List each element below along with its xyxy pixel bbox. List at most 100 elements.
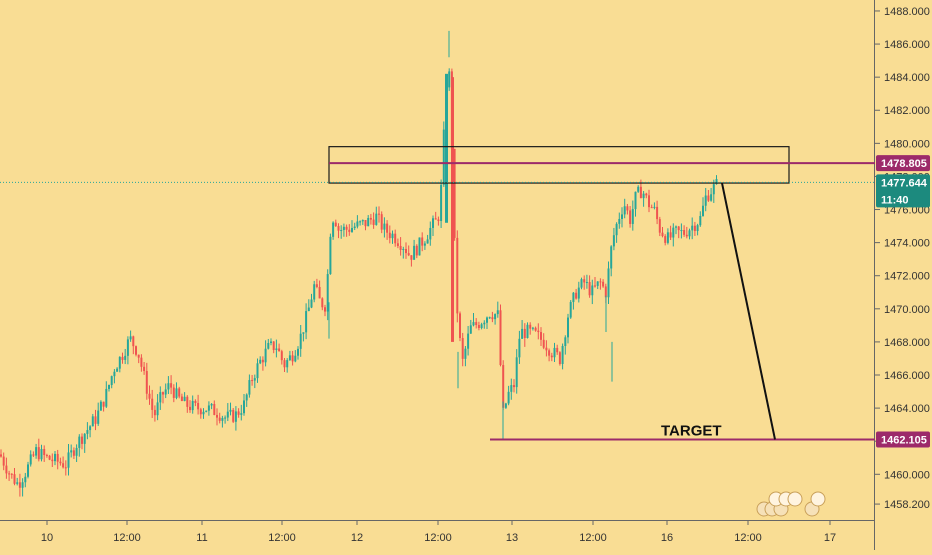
candle-body	[575, 292, 578, 299]
candle-body	[499, 310, 502, 366]
candle-body	[140, 357, 143, 367]
candle-body	[383, 223, 386, 230]
candle-body	[537, 330, 540, 333]
candle-body	[666, 232, 669, 243]
candle-body	[151, 398, 154, 410]
candle-body	[661, 232, 664, 237]
candle-body	[27, 464, 29, 477]
candle-body	[283, 360, 286, 368]
candle-body	[529, 324, 532, 329]
candle-body	[91, 416, 94, 427]
projection-trend-line[interactable]	[721, 182, 776, 440]
candle-body	[572, 292, 575, 303]
candle-body	[569, 302, 572, 318]
candle-body	[175, 388, 178, 398]
candle-body	[464, 348, 467, 359]
candle-body	[596, 281, 599, 286]
target-label: TARGET	[661, 422, 722, 439]
candle-body	[145, 371, 148, 394]
resistance-zone-box[interactable]	[328, 146, 790, 184]
candle-body	[607, 268, 610, 298]
candle-body	[369, 217, 372, 220]
candle-body	[623, 206, 626, 215]
candles-group	[0, 30, 718, 497]
candle-body	[78, 436, 81, 448]
candle-body	[715, 179, 718, 185]
candle-body	[118, 356, 121, 369]
candle-body	[143, 366, 146, 372]
time-tick-label: 12:00	[424, 532, 452, 544]
price-tick-label: 1464.000	[884, 403, 930, 415]
candle-body	[267, 342, 270, 349]
candle-body	[232, 409, 235, 422]
candle-body	[197, 402, 200, 410]
candle-body	[423, 243, 426, 246]
target-price-badge: 1462.105	[876, 431, 930, 448]
candle-body	[126, 339, 129, 356]
candle-body	[399, 245, 402, 250]
candle-body	[448, 71, 451, 88]
candle-body	[451, 77, 454, 342]
candle-body	[164, 389, 167, 395]
candle-body	[56, 453, 59, 462]
price-tick-label: 1466.000	[884, 370, 930, 382]
candle-body	[445, 73, 448, 223]
candle-body	[359, 221, 362, 223]
candle-body	[375, 213, 378, 225]
candle-body	[553, 347, 556, 358]
price-tick-label: 1482.000	[884, 105, 930, 117]
candle-body	[280, 351, 283, 361]
candle-body	[602, 281, 605, 287]
candle-body	[645, 193, 648, 196]
candle-body	[494, 314, 497, 320]
time-tick-label: 12:00	[579, 532, 607, 544]
candle-body	[16, 482, 19, 484]
candle-body	[94, 416, 97, 424]
candle-body	[226, 411, 229, 418]
candle-body	[216, 414, 218, 418]
candle-body	[394, 233, 397, 244]
candle-body	[588, 282, 591, 296]
event-count-icon[interactable]	[810, 491, 826, 507]
candle-body	[599, 281, 602, 283]
candle-body	[108, 385, 110, 389]
candle-body	[5, 465, 8, 474]
candle-body	[364, 219, 367, 227]
event-count-icon[interactable]	[787, 491, 803, 507]
time-tick-label: 12:00	[113, 532, 141, 544]
candle-body	[264, 348, 267, 363]
event-markers[interactable]	[756, 491, 826, 517]
candle-body	[683, 230, 686, 235]
candle-body	[315, 284, 318, 287]
time-tick-label: 17	[824, 532, 836, 544]
candle-body	[693, 225, 696, 232]
candle-body	[72, 450, 75, 456]
candle-body	[337, 226, 340, 231]
candle-body	[456, 237, 459, 314]
candle-body	[361, 219, 364, 222]
candle-body	[469, 325, 472, 334]
candle-body	[237, 411, 240, 415]
candle-body	[429, 227, 432, 240]
candle-body	[402, 248, 405, 250]
candle-body	[472, 322, 475, 326]
price-tick-label: 1458.200	[884, 499, 930, 511]
candle-body	[8, 473, 11, 475]
candle-body	[378, 213, 380, 215]
candle-body	[675, 226, 677, 228]
candle-body	[415, 245, 418, 256]
candle-body	[467, 333, 470, 349]
candle-body	[261, 359, 264, 363]
candle-body	[191, 400, 194, 411]
candle-body	[351, 227, 353, 232]
candle-body	[380, 214, 383, 230]
candle-body	[129, 336, 132, 340]
candle-body	[558, 352, 561, 364]
candle-body	[432, 218, 434, 228]
candle-body	[332, 222, 335, 237]
candle-body	[259, 359, 262, 364]
candle-body	[243, 400, 245, 414]
candle-body	[81, 436, 83, 444]
candle-body	[248, 380, 251, 395]
candle-body	[10, 473, 13, 475]
